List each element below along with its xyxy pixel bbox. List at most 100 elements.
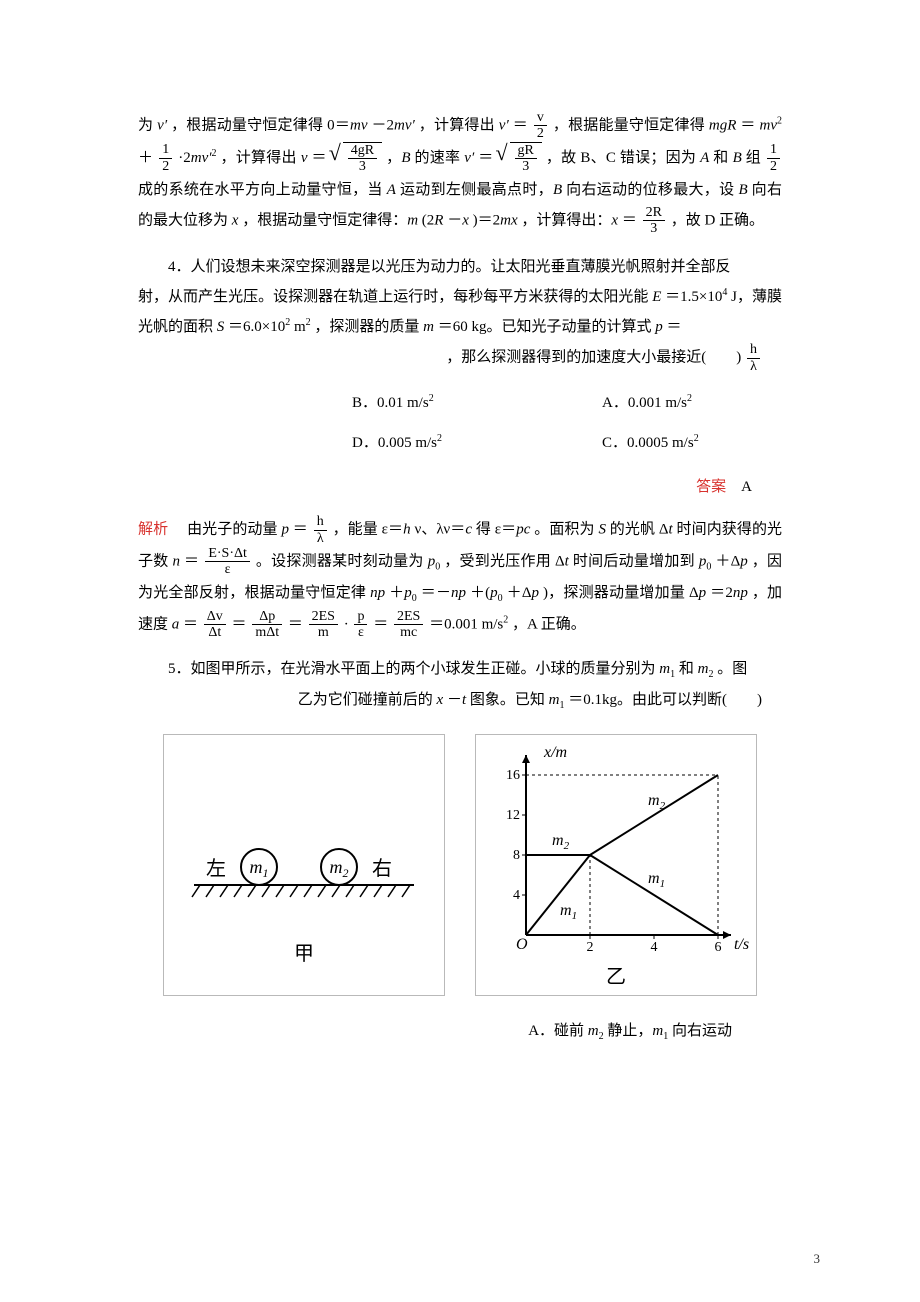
svg-text:8: 8 (513, 848, 520, 863)
var-mx: mx (500, 212, 518, 228)
text: ＝ (184, 553, 199, 569)
text: ＝ (667, 319, 682, 335)
var-v-prime: v′ (157, 117, 167, 133)
text: ，根据能量守恒定律得 (553, 117, 709, 133)
svg-text:m2: m2 (552, 832, 570, 852)
text: ＝1.5×10 (665, 289, 722, 305)
svg-text:16: 16 (506, 768, 520, 783)
text: ＝ (183, 616, 198, 632)
answer-value: A (726, 479, 752, 495)
page: 为 v′ ，根据动量守恒定律得 0＝mv －2mv′ ，计算得出 v′ ＝ v2… (0, 0, 920, 1302)
var-B: B (733, 150, 742, 166)
text: ，那么探测器得到的加速度大小最接近( ) (446, 350, 741, 366)
text: · (344, 616, 349, 632)
text: ＝ (513, 117, 528, 133)
text: ＝60 kg。已知光子动量的计算式 (438, 319, 656, 335)
svg-text:12: 12 (506, 808, 520, 823)
option-row: B．0.01 m/s2 A．0.001 m/s2 (138, 388, 782, 418)
text: ＝0.001 m/s (429, 616, 503, 632)
frac-1-2b: 12 (765, 142, 782, 174)
text: 。面积为 (534, 521, 598, 537)
text: ＋( (470, 585, 490, 601)
text: ，故 B、C 错误；因为 (546, 150, 700, 166)
var-p: p (740, 553, 748, 569)
figure-yi: x/m t/s O 16 12 8 4 2 4 6 (475, 734, 757, 996)
frac-2ES-m: 2ESm (307, 609, 340, 641)
frac-dp-mdt: ΔpmΔt (250, 609, 284, 641)
frac-1-2: 12 (157, 142, 174, 174)
text: 。图 (717, 661, 747, 677)
text: A．碰前 (528, 1023, 588, 1039)
svg-text:m2: m2 (330, 857, 349, 880)
text: 5．如图甲所示，在光滑水平面上的两个小球发生正碰。小球的质量分别为 (168, 661, 659, 677)
frac-2ES-mc: 2ESmc (392, 609, 425, 641)
figure-row: m1 m2 左 右 甲 x/m t/s O 16 12 8 4 (138, 734, 782, 996)
question-5: 5．如图甲所示，在光滑水平面上的两个小球发生正碰。小球的质量分别为 m1 和 m… (138, 654, 782, 685)
var-c: c (465, 521, 472, 537)
var-m1b: m (549, 692, 560, 708)
text: ＋ (138, 150, 153, 166)
var-A: A (387, 182, 396, 198)
var-p0d: p (490, 585, 498, 601)
frac-h-lambda: hλ (745, 342, 762, 374)
text: )＝2 (473, 212, 501, 228)
options-q4: B．0.01 m/s2 A．0.001 m/s2 D．0.005 m/s2 C．… (138, 388, 782, 458)
var-v-prime: v′ (464, 150, 474, 166)
var-S: S (217, 319, 225, 335)
var-B: B (401, 150, 410, 166)
text: ＝ (622, 212, 637, 228)
option-b: B．0.01 m/s2 (352, 388, 492, 418)
text: ν、λν＝ (414, 521, 465, 537)
text: ，探测器的质量 (314, 319, 423, 335)
text: )，探测器动量增加量 Δ (543, 585, 699, 601)
var-R: R (434, 212, 443, 228)
var-m: m (423, 319, 434, 335)
frac-p-eps: pε (352, 609, 369, 641)
question-4: 4．人们设想未来深空探测器是以光压为动力的。让太阳光垂直薄膜光帆照射并全部反 (138, 252, 782, 282)
var-p: p (655, 319, 663, 335)
text: ＝ (293, 521, 308, 537)
text: 的速率 (415, 150, 465, 166)
option-a-q5: A．碰前 m2 静止，m1 向右运动 (138, 1016, 782, 1047)
text: ，计算得出： (521, 212, 611, 228)
var-p: p (281, 521, 289, 537)
frac-ESdt-eps: E·S·Δtε (203, 546, 252, 578)
text: m (294, 319, 306, 335)
text: ，A 正确。 (512, 616, 586, 632)
text: ，根据动量守恒定律得： (242, 212, 407, 228)
text: 静止， (607, 1023, 652, 1039)
svg-text:右: 右 (372, 857, 392, 880)
svg-text:乙: 乙 (606, 966, 626, 988)
var-x: x (462, 212, 469, 228)
text: (2 (422, 212, 435, 228)
text: ，故 D 正确。 (671, 212, 764, 228)
page-number: 3 (814, 1246, 821, 1272)
text: 和 (713, 150, 732, 166)
var-mv-prime: mv′ (394, 117, 415, 133)
text: 4．人们设想未来深空探测器是以光压为动力的。让太阳光垂直薄膜光帆照射并全部反 (168, 259, 731, 275)
frac-dv-dt: ΔvΔt (202, 609, 228, 641)
text: ＝ (478, 150, 493, 166)
figure-jia: m1 m2 左 右 甲 (163, 734, 445, 996)
text: 为 (138, 117, 157, 133)
answer-q4: 答案 A (138, 472, 782, 502)
var-n: n (173, 553, 181, 569)
option-a: A．0.001 m/s2 (602, 388, 742, 418)
svg-text:m1: m1 (560, 902, 577, 922)
option-d: D．0.005 m/s2 (352, 428, 492, 458)
question-4-end: ，那么探测器得到的加速度大小最接近( ) hλ (138, 342, 782, 374)
text: 向右运动 (672, 1023, 732, 1039)
analysis-q4: 解析 由光子的动量 p ＝ hλ ，能量 ε＝h ν、λν＝c 得 ε＝pc 。… (138, 514, 782, 640)
answer-label: 答案 (696, 479, 726, 495)
svg-text:4: 4 (513, 888, 520, 903)
text: 和 (679, 661, 698, 677)
text: ，根据动量守恒定律得 0＝ (171, 117, 350, 133)
text: ＋ (389, 585, 404, 601)
text: ， (386, 150, 401, 166)
var-B: B (738, 182, 747, 198)
text: ＝ (740, 117, 755, 133)
text: ＋Δ (715, 553, 740, 569)
var-x: x (232, 212, 239, 228)
text: － (447, 212, 462, 228)
text: 组 (746, 150, 761, 166)
